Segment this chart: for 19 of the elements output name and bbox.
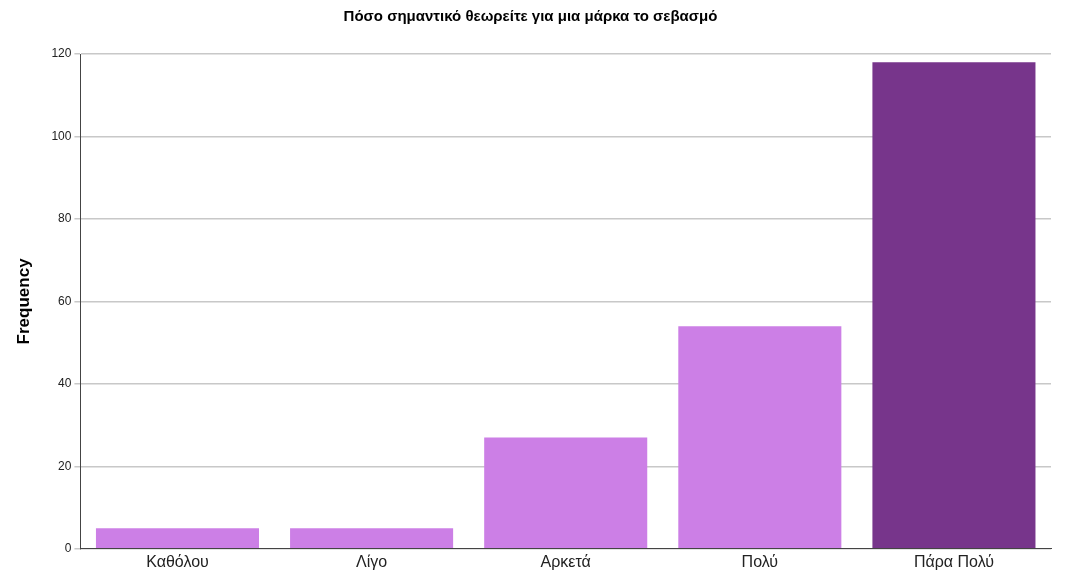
y-tick-label: 20 [58, 458, 72, 473]
y-tick-label: 60 [58, 293, 72, 308]
x-tick-label: Πάρα Πολύ [913, 552, 994, 570]
x-tick-label: Αρκετά [540, 552, 591, 570]
y-tick-label: 100 [51, 128, 72, 143]
chart-title: Πόσο σημαντικό θεωρείτε για μια μάρκα το σεβασμό [343, 7, 718, 25]
bar [678, 326, 842, 549]
bar [95, 528, 260, 549]
y-tick-label: 40 [58, 376, 72, 391]
bar [484, 437, 648, 549]
bar [290, 528, 454, 549]
y-tick-label: 80 [58, 211, 72, 226]
x-tick-label: Λίγο [356, 552, 388, 570]
bar [872, 62, 1036, 549]
x-tick-label: Καθόλου [146, 552, 209, 570]
x-tick-label: Πολύ [741, 552, 779, 570]
y-axis-title: Frequency [13, 257, 33, 345]
y-tick-label: 0 [64, 541, 72, 556]
y-tick-label: 120 [51, 46, 72, 61]
